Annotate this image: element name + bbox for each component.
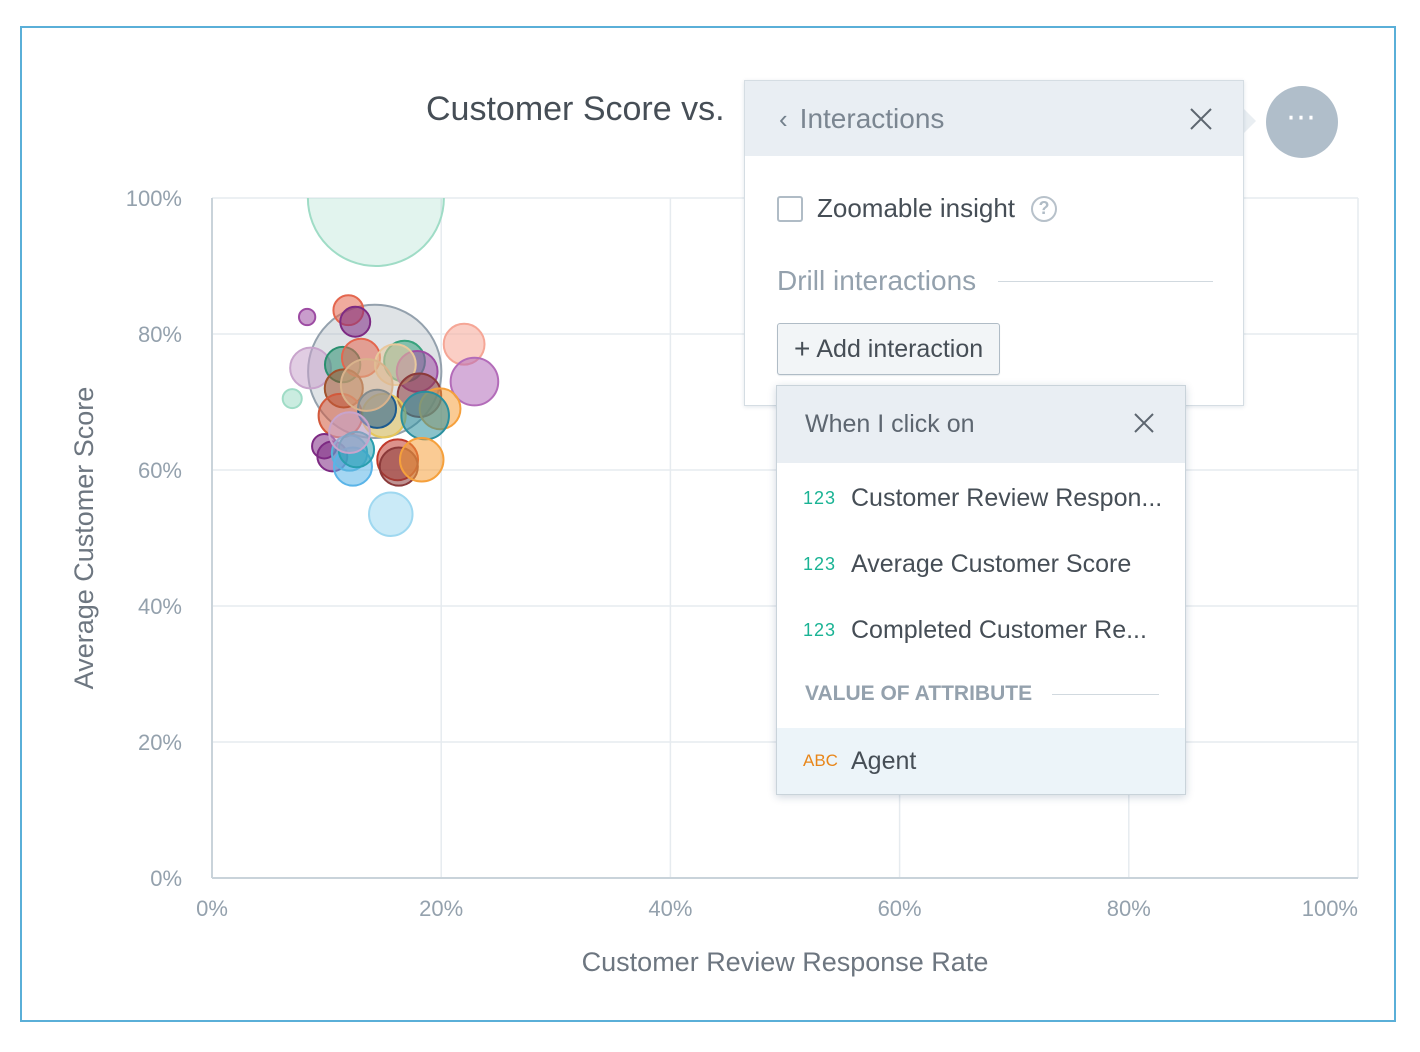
x-tick-label: 100% [1302,896,1358,921]
x-tick-label: 20% [419,896,463,921]
section-title: VALUE OF ATTRIBUTE [805,682,1033,705]
close-icon[interactable] [1131,410,1157,436]
more-options-button[interactable]: ⋯ [1266,86,1338,158]
dropdown-item-label: Average Customer Score [851,549,1132,578]
chart-title: Customer Score vs. [426,90,725,128]
panel-header: ‹ Interactions [745,81,1243,156]
bubble-point[interactable] [398,437,445,483]
close-icon[interactable] [1187,105,1215,133]
chevron-left-icon[interactable]: ‹ [779,103,788,134]
dropdown-item-label: Completed Customer Re... [851,615,1147,644]
y-tick-label: 20% [138,730,182,755]
add-interaction-label: Add interaction [816,334,984,363]
dropdown-header: When I click on [777,386,1185,463]
divider [998,280,1213,282]
dropdown-item-customer-review-response-rate[interactable]: 123 Customer Review Respon... [777,466,1185,530]
bubble-group [281,130,500,537]
dropdown-item-label: Agent [851,746,917,775]
when-i-click-on-dropdown: When I click on 123 Customer Review Resp… [776,385,1186,795]
bubble-point[interactable] [328,411,371,455]
x-tick-label: 80% [1107,896,1151,921]
dropdown-item-label: Customer Review Respon... [851,483,1163,512]
dropdown-item-agent[interactable]: ABC Agent [777,728,1185,794]
dropdown-title: When I click on [805,410,975,438]
bubble-point[interactable] [297,307,317,327]
bubble-point[interactable] [368,491,414,537]
back-button[interactable]: ‹ Interactions [779,103,944,135]
value-of-attribute-heading: VALUE OF ATTRIBUTE [805,682,1159,706]
y-tick-label: 40% [138,594,182,619]
y-tick-label: 80% [138,322,182,347]
panel-title[interactable]: Interactions [799,102,945,134]
y-tick-label: 0% [150,866,182,891]
question-circle-icon[interactable]: ? [1031,195,1057,222]
y-tick-label: 60% [138,458,182,483]
add-interaction-button[interactable]: + Add interaction [777,323,1001,375]
drill-interactions-title: Drill interactions [777,265,977,296]
x-tick-label: 0% [196,896,228,921]
divider [1052,693,1159,695]
panel-pointer [1243,108,1256,134]
drill-interactions-heading: Drill interactions [777,265,1213,297]
bubble-point[interactable] [281,388,303,410]
bubble-point[interactable] [449,356,500,407]
x-tick-label: 60% [878,896,922,921]
dropdown-item-average-customer-score[interactable]: 123 Average Customer Score [777,532,1185,596]
bubble-point[interactable] [339,305,372,338]
x-tick-label: 40% [648,896,692,921]
zoomable-insight-label[interactable]: Zoomable insight [817,193,1015,223]
bubble-point[interactable] [400,390,450,441]
plus-icon: + [794,333,811,364]
interactions-panel: ‹ Interactions Zoomable insight ? Drill … [744,80,1244,406]
y-axis-label: Average Customer Score [69,387,99,690]
bubble-point[interactable] [306,130,445,267]
dropdown-item-completed-customer-reviews[interactable]: 123 Completed Customer Re... [777,598,1185,662]
bubble-point[interactable] [339,358,394,412]
numeric-measure-icon: 123 [803,553,837,574]
attribute-icon: ABC [803,751,838,770]
y-tick-label: 100% [126,186,182,211]
numeric-measure-icon: 123 [803,619,837,640]
numeric-measure-icon: 123 [803,487,837,508]
zoomable-insight-row: Zoomable insight ? [777,193,1057,224]
x-axis-label: Customer Review Response Rate [582,947,989,977]
zoomable-insight-checkbox[interactable] [777,195,803,222]
